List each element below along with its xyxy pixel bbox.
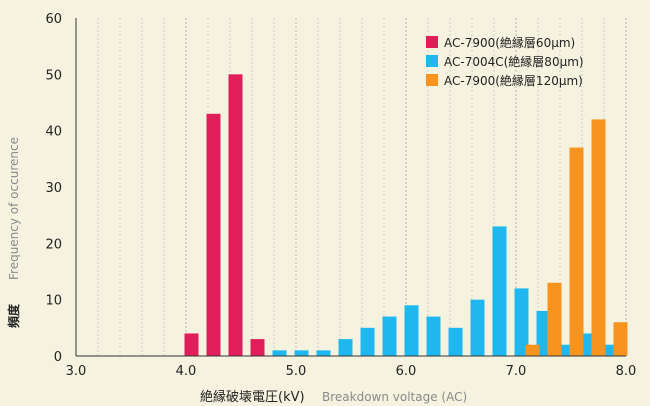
y-tick-label: 60 [45, 12, 62, 27]
y-tick-label: 20 [45, 237, 62, 252]
bars [184, 74, 628, 357]
bar-series2 [602, 344, 617, 356]
y-tick-label: 0 [54, 350, 62, 365]
bar-series2 [470, 299, 485, 356]
bar-series3 [525, 344, 540, 356]
x-tick-label: 8.0 [616, 364, 637, 379]
y-tick-label: 50 [45, 68, 62, 83]
bar-series3 [569, 147, 584, 356]
x-tick-label: 5.0 [286, 364, 307, 379]
y-tick-label: 10 [45, 294, 62, 309]
bar-series2 [294, 350, 309, 356]
y-axis-label-en: Frequency of occurence [7, 137, 21, 280]
legend: AC-7900(絶縁層60μm) AC-7004C(絶縁層80μm) AC-7900… [426, 35, 584, 88]
bar-series1 [184, 333, 199, 356]
legend-label: AC-7900(絶縁層120μm) [444, 73, 583, 88]
x-tick-label: 6.0 [396, 364, 417, 379]
axes [75, 18, 626, 357]
bar-series3 [547, 282, 562, 356]
bar-series2 [316, 350, 331, 356]
bar-series3 [613, 322, 628, 356]
bar-series2 [492, 226, 507, 356]
y-axis-label-jp: 頻度 [6, 303, 21, 328]
bar-series3 [591, 119, 606, 357]
y-tick-label: 30 [45, 181, 62, 196]
x-axis-label-jp: 絶縁破壊電圧(kV) [200, 389, 305, 405]
bar-series2 [580, 333, 595, 356]
legend-swatch [426, 74, 438, 86]
x-tick-label: 7.0 [506, 364, 527, 379]
x-axis-label-en: Breakdown voltage (AC) [322, 390, 467, 404]
legend-label: AC-7900(絶縁層60μm) [444, 35, 575, 50]
bar-series2 [536, 310, 551, 356]
x-tick-label: 3.0 [66, 364, 87, 379]
bar-series2 [448, 327, 463, 356]
bar-series2 [558, 344, 573, 356]
bar-series1 [228, 74, 243, 356]
bar-series2 [382, 316, 397, 356]
bar-series2 [514, 288, 529, 356]
tick-labels: 3.0 4.0 5.0 6.0 7.0 8.0 0 10 20 30 40 50 60 [45, 12, 636, 379]
bar-series2 [272, 350, 287, 356]
bar-series2 [338, 339, 353, 356]
legend-label: AC-7004C(絶縁層80μm) [444, 54, 584, 69]
x-tick-label: 4.0 [176, 364, 197, 379]
legend-swatch [426, 55, 438, 67]
bar-series1 [250, 339, 265, 356]
y-tick-label: 40 [45, 125, 62, 140]
bar-series1 [206, 113, 221, 357]
legend-swatch [426, 36, 438, 48]
bar-series2 [360, 327, 375, 356]
bar-series2 [426, 316, 441, 356]
bar-series2 [404, 305, 419, 356]
